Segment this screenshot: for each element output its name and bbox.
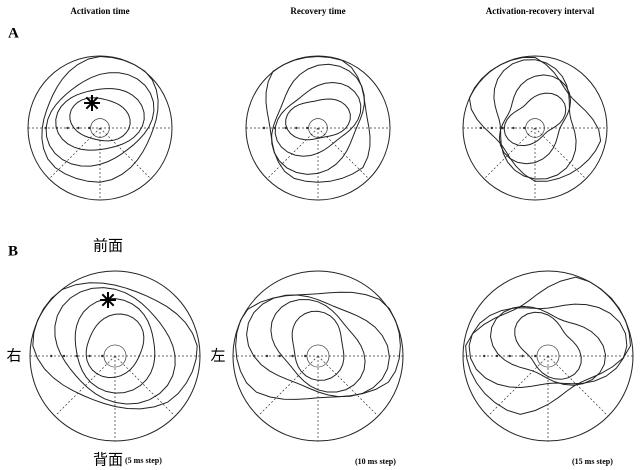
electrode xyxy=(44,126,48,130)
electrode xyxy=(512,126,515,130)
contour xyxy=(55,88,145,151)
electrode xyxy=(101,354,104,358)
back-label: 背面 xyxy=(93,451,123,469)
electrode xyxy=(479,126,483,130)
electrode xyxy=(88,126,91,130)
electrode xyxy=(88,354,91,358)
contour xyxy=(493,59,577,180)
electrode xyxy=(55,126,58,130)
electrode xyxy=(253,354,256,358)
pacing-site xyxy=(101,293,115,307)
front-label: 前面 xyxy=(93,237,123,255)
electrode xyxy=(77,126,80,130)
electrode xyxy=(265,354,269,358)
electrode xyxy=(521,354,524,358)
column-title: Recovery time xyxy=(290,6,345,16)
contour xyxy=(468,56,602,182)
electrode xyxy=(523,126,526,130)
contour xyxy=(265,55,371,183)
electrode xyxy=(62,354,66,358)
contour xyxy=(271,63,365,175)
contour xyxy=(69,97,131,142)
contour xyxy=(54,287,176,405)
contour xyxy=(514,311,582,380)
electrode xyxy=(284,126,287,130)
step-label: (15 ms step) xyxy=(572,457,613,466)
contour xyxy=(85,313,145,379)
contour xyxy=(498,74,572,165)
electrode-ray xyxy=(317,355,378,416)
contour xyxy=(489,305,607,386)
electrode xyxy=(483,354,486,358)
contour xyxy=(41,55,159,183)
electrode-ray xyxy=(258,355,319,416)
step-label: (5 ms step) xyxy=(125,456,162,465)
contour xyxy=(274,81,362,157)
electrode-ray xyxy=(49,127,101,179)
contour xyxy=(291,310,345,381)
contour xyxy=(246,294,390,398)
contour xyxy=(285,98,351,141)
contour xyxy=(270,299,366,393)
left-label: 左 xyxy=(210,347,225,365)
contour xyxy=(468,303,628,389)
contour xyxy=(45,72,155,167)
electrode-ray xyxy=(114,355,175,416)
contour xyxy=(235,291,401,400)
contour xyxy=(32,282,198,410)
contour xyxy=(465,276,632,415)
electrode xyxy=(501,126,504,130)
right-label: 右 xyxy=(6,347,21,365)
column-title: Activation-recovery interval xyxy=(486,6,595,16)
electrode xyxy=(278,354,281,358)
electrode xyxy=(75,354,78,358)
electrode xyxy=(66,126,69,130)
electrode xyxy=(495,354,499,358)
electrode xyxy=(306,126,309,130)
electrode xyxy=(295,126,298,130)
electrode-ray xyxy=(547,355,608,416)
step-label: (10 ms step) xyxy=(355,457,396,466)
contour xyxy=(503,92,567,147)
electrode xyxy=(291,354,294,358)
electrode-ray xyxy=(488,355,549,416)
row-label: B xyxy=(8,243,18,259)
electrode xyxy=(262,126,266,130)
column-title: Activation time xyxy=(70,6,129,16)
row-label: A xyxy=(8,25,19,41)
pacing-site xyxy=(85,96,99,110)
electrode xyxy=(490,126,493,130)
electrode xyxy=(273,126,276,130)
electrode xyxy=(534,354,537,358)
electrode xyxy=(304,354,307,358)
electrode xyxy=(508,354,511,358)
electrode xyxy=(50,354,53,358)
contour xyxy=(74,297,156,394)
